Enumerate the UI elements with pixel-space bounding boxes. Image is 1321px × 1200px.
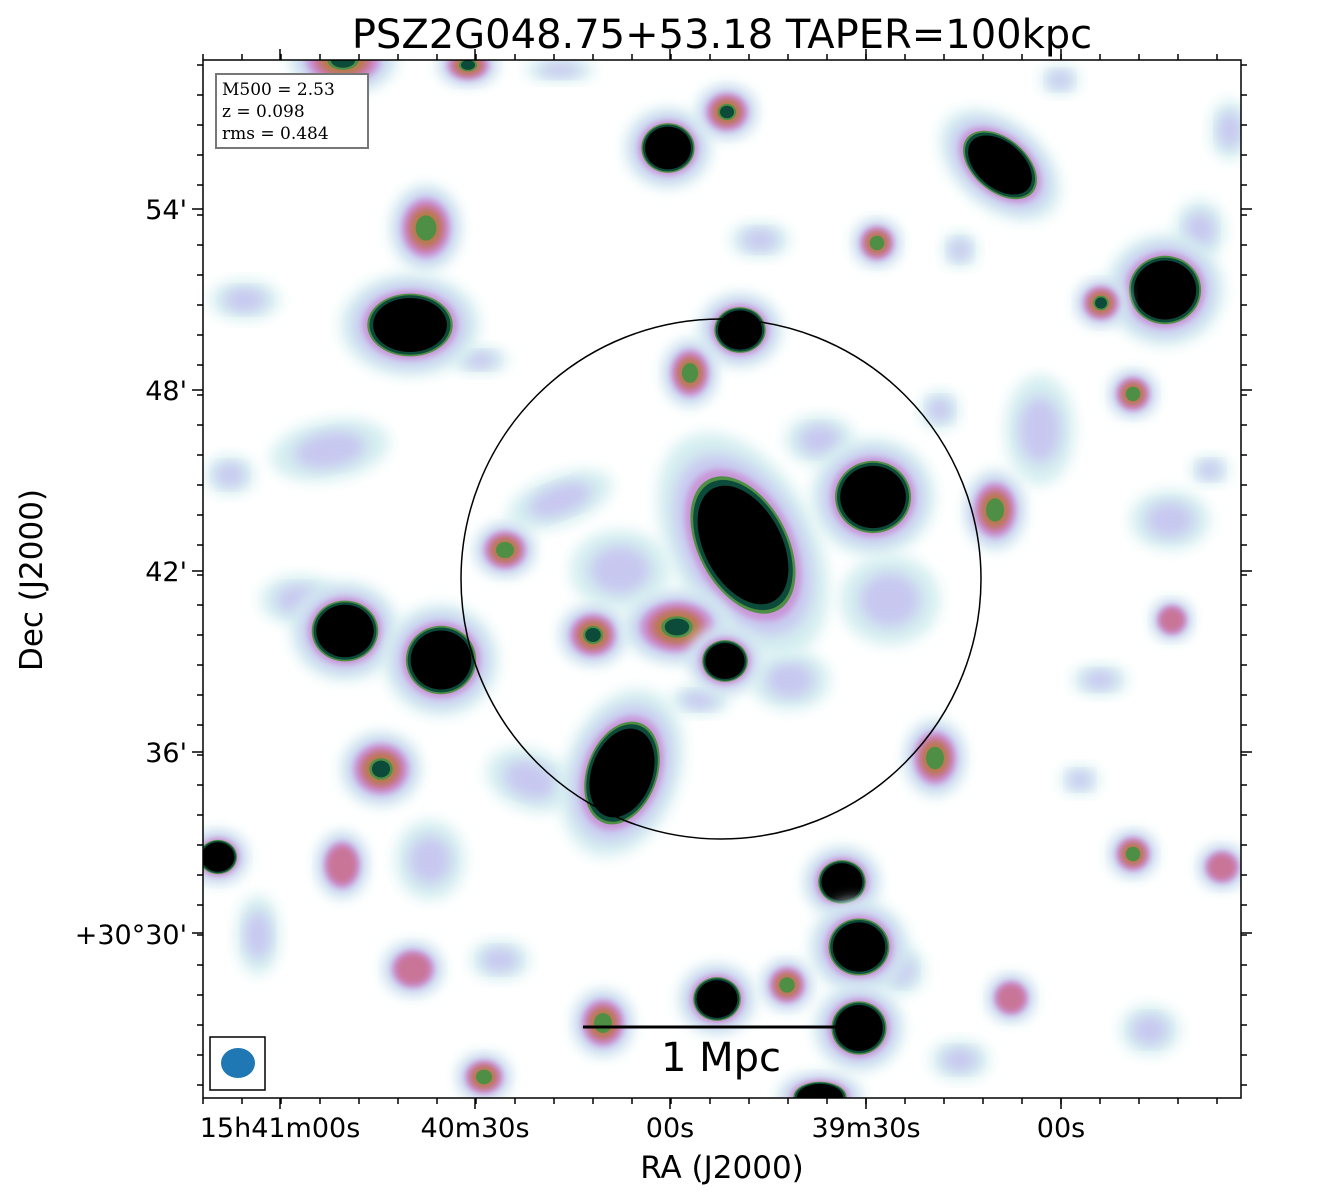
emission-region (590, 546, 650, 594)
emission-region (840, 465, 906, 529)
emission-region (1185, 212, 1215, 248)
emission-region (766, 662, 814, 698)
cluster-circle (460, 318, 982, 840)
emission-region (664, 618, 690, 636)
emission-region (1132, 1015, 1168, 1045)
plot-frame (202, 59, 1242, 1099)
emission-region (373, 297, 447, 353)
x-tick-label: 00s (646, 1113, 694, 1144)
info-line-redshift: z = 0.098 (222, 102, 305, 122)
emission-region (463, 351, 497, 369)
y-tick-label: +30°30' (75, 920, 187, 951)
emission-region (681, 363, 699, 383)
info-line-rms: rms = 0.484 (222, 124, 329, 144)
y-axis-label: Dec (J2000) (14, 489, 50, 671)
emission-region (316, 604, 374, 658)
emission-region (415, 215, 437, 241)
emission-region (742, 229, 778, 251)
emission-region (215, 463, 245, 487)
emission-region (926, 746, 944, 770)
emission-region (797, 1083, 843, 1098)
x-tick-label: 40m30s (420, 1113, 529, 1144)
x-tick-label: 15h41m00s (200, 1113, 361, 1144)
emission-region (682, 691, 718, 709)
emission-region (720, 105, 734, 119)
emission-region (503, 760, 557, 800)
info-line-mass: M500 = 2.53 (222, 80, 335, 100)
emission-region (942, 1048, 978, 1072)
chart-title: PSZ2G048.75+53.18 TAPER=100kpc (352, 12, 1092, 58)
emission-region (968, 135, 1032, 195)
emission-region (1218, 112, 1241, 148)
emission-region (1125, 846, 1141, 862)
emission-region (1048, 71, 1072, 89)
emission-region (589, 728, 655, 818)
emission-region (717, 310, 763, 350)
info-box (215, 73, 369, 149)
emission-region (203, 842, 235, 872)
emission-region (294, 431, 366, 469)
emission-region (1146, 502, 1194, 538)
emission-region (949, 239, 971, 261)
y-tick-label: 36' (145, 738, 187, 769)
emission-region (696, 980, 738, 1018)
emission-region (594, 1013, 612, 1033)
emission-region (799, 425, 841, 455)
emission-region (1208, 854, 1236, 880)
emission-region (224, 288, 266, 312)
emission-region (528, 481, 592, 519)
emission-region (986, 498, 1004, 522)
x-tick-label: 00s (1037, 1113, 1085, 1144)
emission-region (1095, 297, 1107, 309)
emission-region (371, 760, 391, 778)
y-tick-label: 42' (145, 557, 187, 588)
emission-region (645, 126, 691, 170)
axis-ticks (192, 49, 1252, 1109)
emission-region (327, 846, 357, 884)
emission-region (1068, 771, 1092, 789)
emission-region (869, 235, 885, 251)
emission-region (482, 948, 518, 972)
emission-region (697, 485, 789, 605)
emission-region (410, 630, 472, 690)
emission-region (821, 863, 863, 901)
emission-region (396, 953, 430, 985)
emission-region (409, 836, 451, 884)
emission-region (835, 1005, 883, 1051)
emission-region (1160, 608, 1184, 632)
emission-region (475, 1069, 493, 1085)
y-tick-label: 54' (145, 195, 187, 226)
emission-region (539, 62, 581, 78)
emission-region (832, 922, 886, 972)
emission-region (1198, 461, 1222, 479)
emission-region (461, 60, 475, 70)
emission-region (1133, 260, 1197, 320)
x-axis-label: RA (J2000) (640, 1150, 804, 1186)
emission-region (1083, 670, 1117, 690)
emission-region (496, 541, 514, 559)
emission-region (244, 911, 272, 959)
emission-region (705, 642, 745, 680)
emission-region (585, 628, 601, 642)
emission-region (860, 573, 920, 627)
radio-emission-layer (203, 60, 1241, 1098)
y-tick-label: 48' (145, 376, 187, 407)
emission-region (1019, 397, 1061, 463)
x-tick-label: 39m30s (811, 1113, 920, 1144)
emission-region (779, 977, 795, 993)
emission-region (928, 398, 952, 422)
emission-region (997, 984, 1025, 1012)
emission-region (1125, 386, 1141, 402)
emission-region (330, 60, 356, 68)
scale-bar-label: 1 Mpc (661, 1035, 781, 1081)
beam-ellipse (221, 1048, 255, 1078)
